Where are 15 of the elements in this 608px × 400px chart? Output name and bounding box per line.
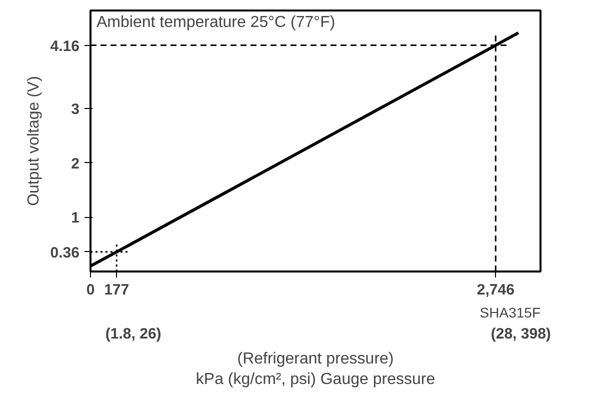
y-tick-label: 2 [71, 155, 80, 172]
y-tick-label: 0.36 [50, 244, 80, 262]
y-tick-label: 3 [71, 100, 80, 118]
line-series [90, 31, 520, 268]
x-tick-label: 177 [104, 282, 130, 298]
y-axis-title: Output voltage (V) [25, 76, 42, 206]
y-tick-label: 4.16 [50, 38, 80, 55]
chart-title: Ambient temperature 25°C (77°F) [96, 14, 336, 31]
x-axis-title: (Refrigerant pressure) kPa (kg/cm², psi) Gauge pressure [196, 350, 436, 388]
x-tick-label: 2,746 [476, 282, 514, 298]
text: (1.8, 26) [105, 326, 162, 342]
text: (28, 398) [490, 326, 551, 342]
x-tick-label: 0 [86, 282, 95, 298]
y-tick-label: 1 [71, 210, 80, 227]
text: SHA315F [480, 304, 541, 320]
